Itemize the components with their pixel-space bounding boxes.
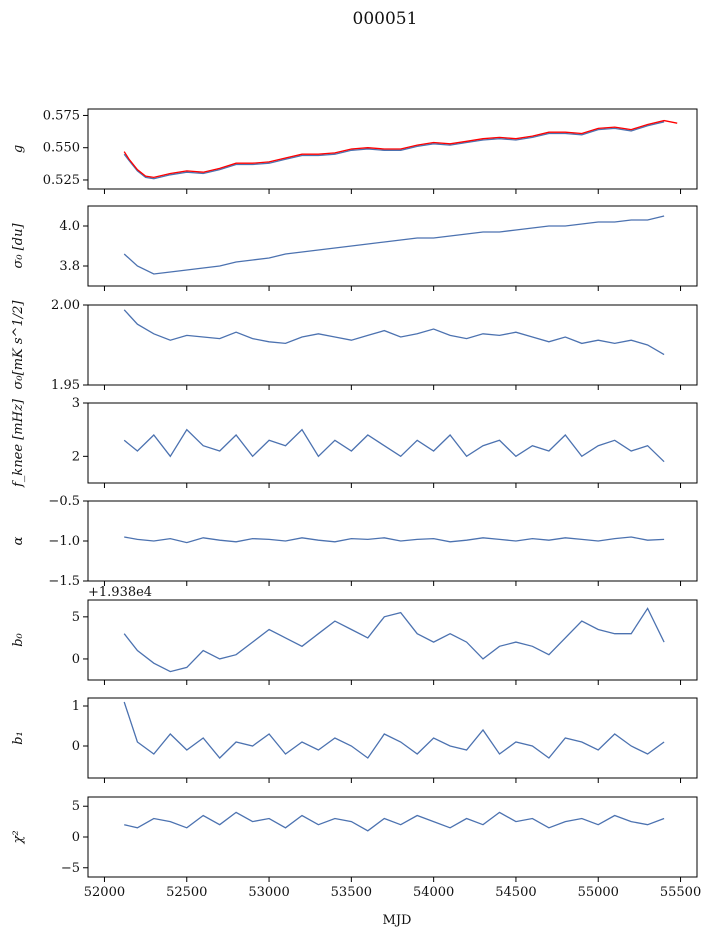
series-line-5-0	[123, 607, 665, 673]
y-axis-label: g	[11, 145, 26, 153]
figure-title: 000051	[353, 9, 418, 29]
panel-3: 2 3 f_knee [mHz]	[11, 396, 698, 488]
panel-5: 0 5 b₀ +1.938e4	[11, 585, 698, 685]
x-tick-label: 55500	[660, 885, 701, 900]
panel-4: −1.5 −1.0 −0.5 α	[11, 494, 698, 589]
series-line-4-0	[124, 536, 665, 544]
series-line-7-0	[124, 811, 665, 832]
x-tick-label: 53000	[248, 885, 289, 900]
y-tick-label: 0	[72, 739, 80, 754]
panel-2: 1.95 2.00 σ₀[mK s^1/2]	[11, 298, 698, 393]
y-axis-label: b₀	[11, 632, 26, 646]
y-tick-label: 2	[72, 449, 80, 464]
y-tick-label: −0.5	[48, 494, 80, 509]
y-tick-label: 3.8	[59, 259, 80, 274]
panel-0: 0.525 0.550 0.575 g	[11, 108, 698, 194]
panel-frame	[87, 599, 698, 681]
y-axis-label: f_knee [mHz]	[11, 398, 26, 488]
y-tick-label: −5	[61, 861, 80, 876]
y-axis-label: b₁	[11, 731, 26, 745]
y-tick-label: 2.00	[51, 298, 80, 313]
series-line-3-0	[123, 428, 665, 463]
y-tick-label: 0	[72, 830, 80, 845]
panel-frame	[87, 402, 698, 484]
y-tick-label: 3	[72, 396, 80, 411]
panel-6: 0 1 b₁	[11, 697, 698, 783]
y-axis-label: χ²	[11, 830, 26, 844]
y-tick-label: 5	[72, 610, 80, 625]
x-axis-label: MJD	[383, 913, 412, 928]
x-tick-label: 54000	[413, 885, 454, 900]
series-line-2-0	[123, 309, 665, 356]
y-tick-label: 0.525	[43, 173, 80, 188]
y-axis-label: α	[11, 536, 26, 545]
panel-frame	[87, 304, 698, 386]
panel-frame	[87, 697, 698, 779]
panel-frame	[87, 205, 698, 287]
x-tick-label: 53500	[331, 885, 372, 900]
y-axis-label: σ₀[mK s^1/2]	[11, 300, 26, 390]
y-tick-label: 4.0	[59, 219, 80, 234]
series-line-0-1	[123, 119, 678, 179]
y-tick-label: −1.5	[48, 574, 80, 589]
x-tick-label: 55000	[578, 885, 619, 900]
y-axis-label: σ₀ [du]	[11, 223, 26, 269]
x-tick-label: 52000	[84, 885, 125, 900]
panel-7: −5 0 5 52000 52500 53000 53500 54000 54500 55000 5…	[11, 796, 701, 900]
panel-1: 3.8 4.0 σ₀ [du]	[11, 205, 698, 291]
series-line-0-0	[123, 121, 665, 180]
series-line-1-0	[123, 215, 665, 275]
y-tick-label: 1	[72, 699, 80, 714]
x-tick-label: 54500	[495, 885, 536, 900]
y-tick-label: 5	[72, 799, 80, 814]
panel-frame	[87, 108, 698, 190]
y-tick-label: 1.95	[51, 378, 80, 393]
series-line-6-0	[123, 701, 665, 759]
offset-text: +1.938e4	[88, 585, 152, 600]
y-tick-label: 0.575	[43, 108, 80, 123]
y-tick-label: 0.550	[43, 141, 80, 156]
y-tick-label: 0	[72, 652, 80, 667]
panel-frame	[87, 796, 698, 878]
y-tick-label: −1.0	[48, 534, 80, 549]
x-tick-label: 52500	[166, 885, 207, 900]
